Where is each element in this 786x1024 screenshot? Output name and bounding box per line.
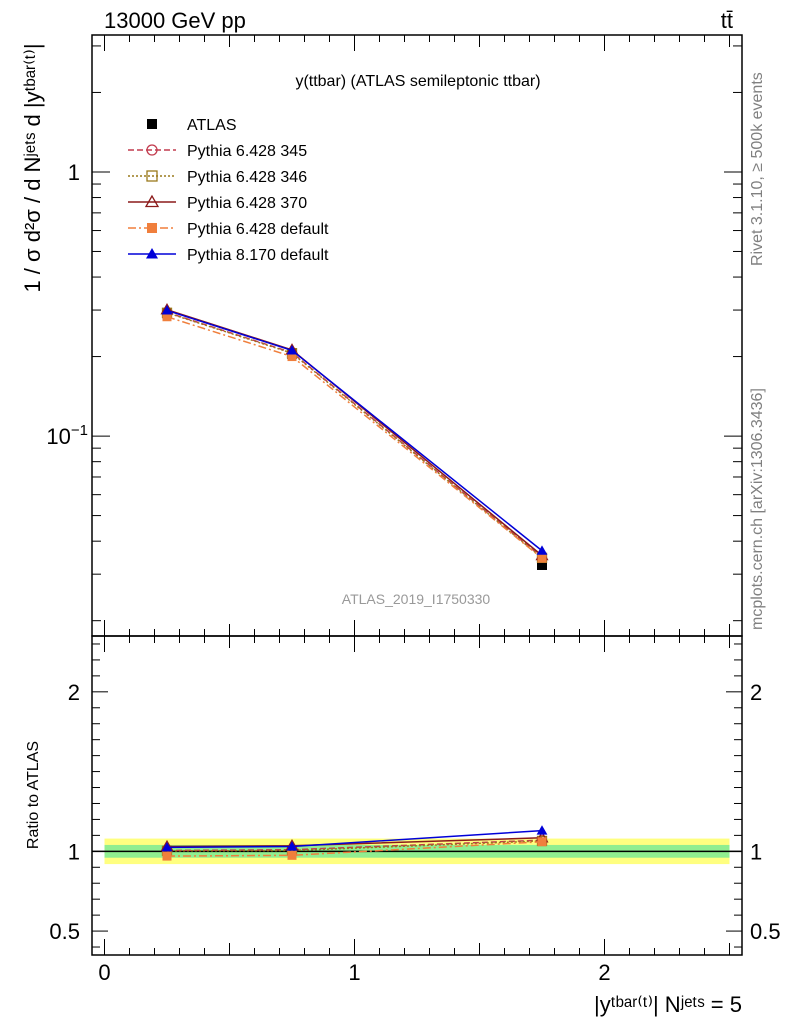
legend-label-pythia-8-170-default: Pythia 8.170 default — [187, 247, 329, 264]
point-pythia-8-170-default — [536, 545, 548, 555]
point-pythia-6-428-default — [287, 352, 297, 362]
ratio-y-tick-label-right: 0.5 — [750, 919, 781, 944]
mcplots-label: mcplots.cern.ch [arXiv:1306.3436] — [749, 388, 766, 630]
header-left: 13000 GeV pp — [104, 8, 246, 33]
legend-marker-pythia-8-170-default — [146, 248, 158, 259]
ratio-point-pythia-8-170-default — [161, 841, 173, 852]
ratio-y-tick-label-left: 1 — [68, 839, 80, 864]
legend-label-pythia-6-428-346: Pythia 6.428 346 — [187, 169, 307, 186]
legend-label-pythia-6-428-default: Pythia 6.428 default — [187, 221, 329, 238]
main-title: y(ttbar) (ATLAS semileptonic ttbar) — [295, 73, 540, 90]
series-line-pythia-6-428-345 — [166, 311, 543, 558]
ratio-point-pythia-8-170-default — [286, 841, 298, 851]
ratio-line-pythia-6-428-default — [166, 841, 543, 857]
point-pythia-8-170-default — [161, 305, 173, 315]
ratio-y-tick-label-left: 0.5 — [49, 919, 80, 944]
series-line-pythia-8-170-default — [166, 309, 543, 552]
point-atlas — [537, 559, 547, 570]
point-pythia-6-428-default — [162, 312, 172, 322]
series-line-pythia-6-428-default — [166, 316, 543, 559]
series-line-pythia-6-428-346 — [166, 312, 543, 559]
x-tick-label: 2 — [598, 960, 610, 985]
watermark: ATLAS_2019_I1750330 — [342, 591, 491, 607]
ratio-y-tick-label-left: 2 — [68, 680, 80, 705]
point-pythia-6-428-default — [537, 553, 547, 563]
header-right: tt̄ — [721, 8, 733, 33]
ratio-point-pythia-8-170-default — [536, 825, 548, 835]
legend-label-atlas: ATLAS — [187, 117, 237, 134]
ratio-ylabel: Ratio to ATLAS — [25, 741, 42, 849]
legend: ATLAS Pythia 6.428 345 Pythia 6.428 346 Pyt… — [128, 117, 329, 264]
ratio-frame — [91, 635, 743, 956]
ratio-panel: 0 1 2 0.5 0.5 1 1 2 2 Ratio to ATLAS |yᵗᵇᵃʳ⁽ᵗ⁾| … — [25, 635, 781, 1017]
y-tick-label: 10−1 — [46, 422, 88, 449]
legend-marker-atlas — [147, 119, 157, 129]
x-axis-label: |yᵗᵇᵃʳ⁽ᵗ⁾| Nʲᵉᵗˢ = 5 — [594, 992, 742, 1017]
x-tick-label: 0 — [98, 960, 110, 985]
legend-marker-pythia-6-428-345 — [146, 144, 158, 156]
series-line-pythia-6-428-370 — [166, 308, 543, 557]
ratio-y-tick-label-right: 1 — [750, 839, 762, 864]
legend-label-pythia-6-428-345: Pythia 6.428 345 — [187, 143, 307, 160]
y-tick-label: 1 — [68, 160, 80, 185]
rivet-label: Rivet 3.1.10, ≥ 500k events — [749, 72, 766, 266]
main-panel: 10−1 1 y(ttbar) (ATLAS semileptonic ttbar… — [20, 34, 743, 637]
ratio-y-tick-label-right: 2 — [750, 680, 762, 705]
legend-label-pythia-6-428-370: Pythia 6.428 370 — [187, 195, 307, 212]
x-tick-label: 1 — [348, 960, 360, 985]
main-ylabel: 1 / σ d²σ / d Nʲᵉᵗˢ d |yᵗᵇᵃʳ⁽ᵗ⁾| — [20, 43, 45, 292]
legend-marker-pythia-6-428-default — [147, 223, 157, 233]
point-pythia-8-170-default — [286, 345, 298, 355]
legend-marker-pythia-6-428-370 — [144, 194, 160, 208]
ratio-point-pythia-6-428-default — [162, 851, 172, 861]
ratio-point-pythia-6-428-default — [287, 850, 297, 860]
ratio-point-pythia-6-428-default — [537, 837, 547, 847]
legend-marker-pythia-6-428-346 — [146, 170, 158, 182]
